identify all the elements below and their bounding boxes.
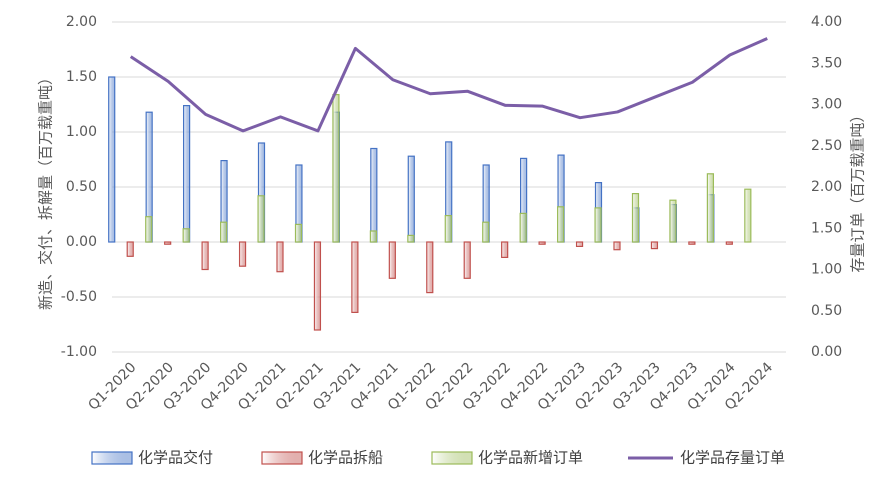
bar-demolition — [426, 241, 434, 294]
legend-label: 化学品交付 — [138, 449, 213, 467]
right-tick-label: 2.50 — [811, 138, 842, 154]
left-tick-label: 0.50 — [66, 179, 97, 195]
bar-new-order — [557, 206, 565, 243]
bar-demolition — [613, 241, 621, 251]
bar-new-order — [444, 215, 452, 243]
right-tick-label: 0.50 — [811, 303, 842, 319]
bars — [108, 76, 752, 331]
legend: 化学品交付 化学品拆船 化学品新增订单 化学品存量订单 — [91, 449, 785, 467]
right-tick-label: 2.00 — [811, 179, 842, 195]
legend-label: 化学品新增订单 — [478, 449, 583, 467]
bar-delivery — [407, 155, 415, 243]
right-tick-label: 3.50 — [811, 55, 842, 71]
bar-demolition — [463, 241, 471, 279]
bar-demolition — [276, 241, 284, 273]
bar-new-order — [519, 212, 527, 243]
left-tick-label: 1.00 — [66, 124, 97, 140]
right-tick-label: 0.00 — [811, 344, 842, 360]
left-tick-label: 0.00 — [66, 234, 97, 250]
bar-demolition — [201, 241, 209, 271]
bar-new-order — [332, 93, 340, 243]
bar-demolition — [388, 241, 396, 279]
bar-demolition — [351, 241, 359, 314]
x-axis-ticks: Q1-2020Q2-2020Q3-2020Q4-2020Q1-2021Q2-20… — [85, 359, 776, 413]
bar-new-order — [182, 228, 190, 243]
bar-demolition — [164, 241, 172, 245]
left-axis-title: 新造、交付、拆解量（百万载重吨） — [37, 70, 55, 310]
right-tick-label: 1.50 — [811, 220, 842, 236]
bar-new-order — [145, 216, 153, 243]
right-axis-ticks: 0.00 0.50 1.00 1.50 2.00 2.50 3.00 3.50 4.00 — [811, 14, 842, 360]
bar-demolition — [238, 241, 247, 267]
legend-swatch — [91, 451, 133, 465]
right-axis-title: 存量订单（百万载重吨） — [849, 107, 867, 272]
bar-new-order — [257, 195, 265, 243]
left-tick-label: 2.00 — [66, 14, 97, 30]
right-tick-label: 1.00 — [811, 262, 842, 278]
bar-demolition — [313, 241, 322, 331]
bar-new-order — [482, 221, 490, 243]
bar-new-order — [706, 173, 714, 243]
bar-demolition — [725, 241, 733, 245]
bar-demolition — [501, 241, 509, 258]
bar-delivery — [108, 76, 116, 243]
legend-swatch — [261, 451, 303, 465]
bar-new-order — [407, 234, 415, 243]
bar-delivery — [370, 147, 378, 243]
bar-new-order — [220, 221, 228, 243]
orderbook-line — [129, 37, 768, 133]
bar-new-order — [669, 199, 677, 243]
left-tick-label: -0.50 — [61, 289, 97, 305]
bar-new-order — [631, 193, 640, 243]
bar-demolition — [538, 241, 546, 245]
bar-new-order — [594, 207, 602, 243]
left-axis-ticks: -1.00 -0.50 0.00 0.50 1.00 1.50 2.00 — [61, 14, 97, 360]
bar-new-order — [744, 188, 752, 243]
legend-swatch — [431, 451, 473, 465]
bar-new-order — [369, 230, 377, 243]
bar-demolition — [575, 241, 584, 248]
bar-demolition — [126, 241, 134, 257]
bar-demolition — [688, 241, 696, 245]
left-tick-label: -1.00 — [61, 344, 97, 360]
legend-label: 化学品存量订单 — [680, 449, 785, 467]
right-tick-label: 4.00 — [811, 14, 842, 30]
line-series — [129, 37, 768, 133]
left-tick-label: 1.50 — [66, 69, 97, 85]
bar-new-order — [294, 223, 303, 243]
legend-label: 化学品拆船 — [308, 449, 383, 467]
bar-demolition — [650, 241, 659, 250]
bar-delivery — [183, 104, 191, 243]
right-tick-label: 3.00 — [811, 97, 842, 113]
